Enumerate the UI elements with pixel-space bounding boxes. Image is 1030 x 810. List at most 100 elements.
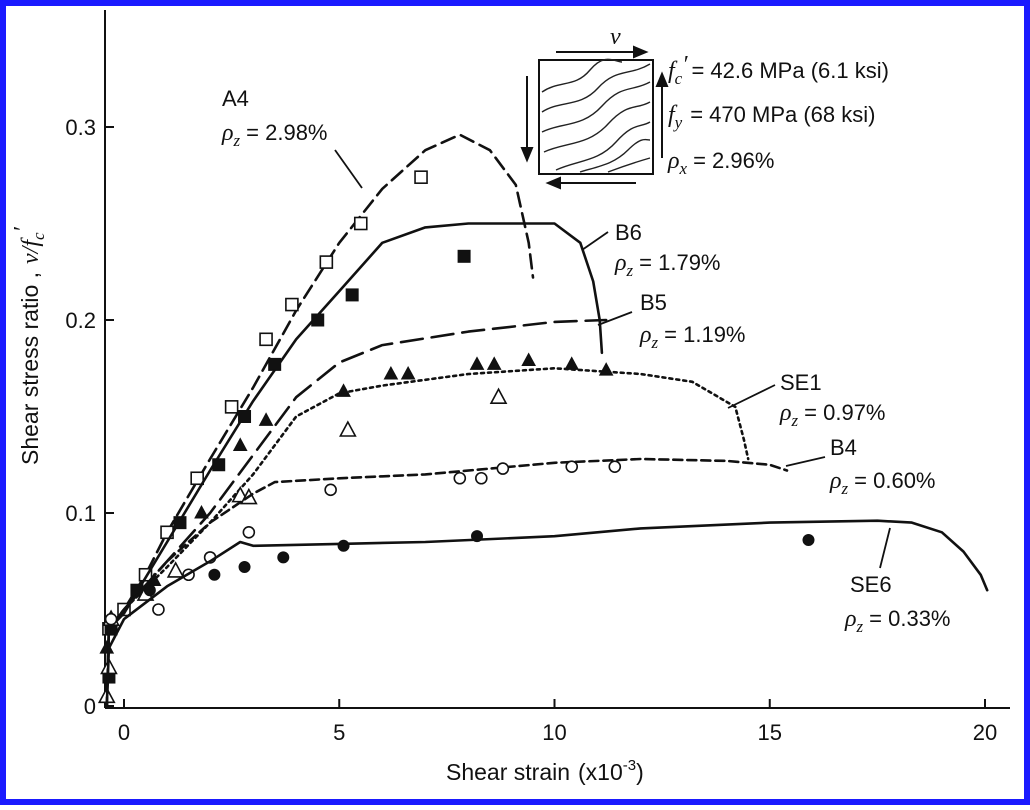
y-tick-label: 0.2 [65, 308, 96, 333]
ticks-layer: 0 5 10 15 20 0 0.1 0.2 0.3 [65, 115, 997, 745]
label-b4-rho: ρz = 0.60% [829, 468, 936, 498]
property-fc-value: = 42.6 MPa (6.1 ksi) [691, 58, 888, 83]
label-b5-rho-sym: ρ [639, 322, 652, 348]
label-se1-name: SE1 [780, 370, 822, 395]
label-se1-rho-value: = 0.97% [804, 400, 885, 425]
x-axis-unit-close: ) [636, 759, 644, 785]
series-se6-point [277, 551, 290, 564]
leader-b5 [597, 311, 633, 326]
crack-line [543, 101, 651, 153]
property-fc-sym: f [668, 58, 678, 84]
y-axis-symbol-prime: ′ [10, 226, 36, 232]
label-b5-name: B5 [640, 290, 667, 315]
series-se6-point [208, 568, 221, 581]
property-rhox-sub: x [679, 159, 688, 178]
property-fy-sub: y [673, 113, 683, 132]
series-b5-point [336, 383, 351, 397]
property-fc: fc′ = 42.6 MPa (6.1 ksi) [668, 52, 889, 88]
label-b4-rho-sym: ρ [829, 468, 842, 494]
inset-shear-arrows [520, 45, 669, 190]
crack-line [541, 58, 623, 93]
series-layer [97, 133, 989, 708]
y-axis-title: Shear stress ratio , v/fc′ [10, 226, 48, 465]
leader-a4 [334, 149, 363, 189]
label-b5-rho-value: = 1.19% [664, 322, 745, 347]
series-a4-point [319, 255, 334, 269]
series-b4-point [152, 603, 165, 616]
label-b6-name: B6 [615, 220, 642, 245]
leader-se1 [727, 384, 776, 409]
series-a4-point [285, 297, 299, 312]
series-a4-point [190, 471, 204, 486]
label-se6-name: SE6 [850, 572, 892, 597]
property-fc-sub: c [675, 69, 683, 88]
inset-element-sketch: v [520, 24, 669, 190]
arrow-left-head [520, 147, 534, 163]
series-b5-point [469, 356, 485, 370]
label-se1-rho-sub: z [791, 411, 799, 430]
label-se6-rho-value: = 0.33% [869, 606, 950, 631]
crack-line [555, 121, 651, 171]
series-a4-point [353, 216, 368, 231]
x-axis-unit: (x10 [578, 759, 623, 785]
series-b6-point [212, 458, 226, 472]
property-fc-prime: ′ [682, 52, 688, 78]
series-b5-point [400, 365, 416, 380]
y-axis-symbol: v/f [18, 237, 44, 264]
series-b4-point [496, 462, 510, 475]
label-b6-rho-sub: z [626, 261, 634, 280]
label-b4-rho-value: = 0.60% [854, 468, 935, 493]
label-b5-rho: ρz = 1.19% [639, 322, 746, 352]
y-tick-label: 0 [84, 694, 96, 719]
series-a4-point [414, 170, 428, 184]
series-se1-point [489, 387, 508, 405]
label-a4-name: A4 [222, 86, 249, 111]
property-rhox: ρx = 2.96% [667, 148, 774, 178]
inset-shear-label: v [610, 24, 621, 50]
series-b4-point [453, 471, 467, 485]
label-b6-rho-sym: ρ [614, 250, 627, 276]
property-fy-value: = 470 MPa (68 ksi) [690, 102, 875, 127]
series-b5-point [383, 365, 399, 380]
label-se1-rho: ρz = 0.97% [779, 400, 886, 430]
series-b6-point [238, 410, 252, 423]
crack-line [607, 157, 651, 173]
x-axis-title: Shear strain (x10-3) [446, 757, 644, 785]
label-a4-rho-sub: z [233, 131, 241, 150]
x-axis-title-text: Shear strain [446, 759, 570, 785]
y-axis-title-text: Shear stress ratio , [17, 272, 43, 465]
series-b4-line [105, 457, 789, 708]
inset-panel [538, 59, 654, 175]
series-b5-point [258, 412, 274, 426]
property-fy: fy = 470 MPa (68 ksi) [668, 102, 875, 132]
crack-line [579, 138, 651, 173]
series-se6 [105, 519, 989, 708]
series-b5-point [486, 356, 502, 370]
inset-crack-lines [541, 58, 651, 173]
series-b6-point [311, 313, 325, 327]
series-b4-point [242, 525, 256, 539]
crack-line [541, 63, 651, 113]
label-b5-rho-sub: z [651, 333, 659, 352]
arrow-right-head [655, 71, 669, 87]
series-b4-point [104, 612, 118, 626]
series-b6-point [345, 288, 359, 302]
series-a4-point [259, 332, 273, 347]
x-tick-label: 20 [973, 720, 997, 745]
arrow-bottom-head [545, 176, 561, 190]
series-b4-point [565, 460, 579, 473]
leader-b4 [785, 456, 826, 467]
series-b6-point [457, 249, 471, 263]
label-b4-name: B4 [830, 435, 857, 460]
inset-properties: fc′ = 42.6 MPa (6.1 ksi) fy = 470 MPa (68 … [667, 52, 889, 178]
series-b5-point [232, 437, 248, 451]
x-tick-label: 10 [542, 720, 566, 745]
series-se1-point [339, 420, 357, 437]
series-b5-point [194, 504, 209, 519]
property-fy-sym: f [668, 102, 678, 128]
label-b6-rho: ρz = 1.79% [614, 250, 721, 280]
label-se6-rho: ρz = 0.33% [844, 606, 951, 636]
